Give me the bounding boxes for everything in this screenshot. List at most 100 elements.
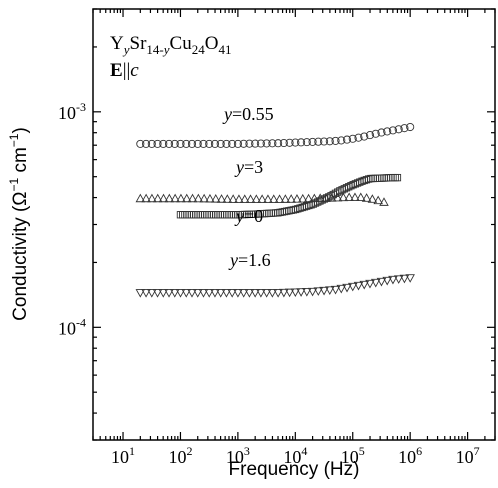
series-labels: y=0.55 y=3 y=0 y=1.6 [222,104,274,270]
data-point [201,211,209,219]
data-point [181,289,192,298]
data-point [170,193,180,203]
data-point [152,289,163,298]
data-point [185,211,193,219]
x-tick-label: 103 [226,444,250,467]
data-point [199,193,209,203]
tick-labels: 101 102 103 104 105 106 107 10-4 10-3 [58,100,480,467]
data-point [400,124,409,133]
data-point [308,137,317,146]
data-point [187,289,197,298]
data-point [365,131,375,140]
data-point [388,126,397,135]
data-point [342,135,352,144]
data-point [199,139,208,148]
data-point [221,289,232,298]
data-point [239,139,248,148]
y-tick-label: 10-3 [58,100,86,123]
x-axis-label: Frequency (Hz) [229,459,360,480]
data-point [314,137,323,146]
data-point [286,194,296,203]
data-point [371,174,379,183]
data-point [207,211,216,219]
data-point [273,289,283,298]
data-point [279,138,288,148]
x-tick-label: 106 [398,444,422,467]
data-point [245,139,254,148]
data-point [262,139,271,148]
data-point [373,174,382,182]
y-tick-label: 10-4 [58,315,86,338]
data-point [292,194,302,203]
data-point [344,192,354,202]
data-point [379,197,389,206]
data-point [141,193,151,203]
data-point [348,134,357,143]
data-point [389,173,397,182]
data-point [370,278,381,288]
data-point [221,211,229,219]
data-point [376,174,384,182]
data-point [302,288,312,297]
data-point [142,139,151,148]
data-point [406,122,415,132]
data-point [176,193,186,203]
x-tick-label: 105 [341,444,365,467]
data-point [337,136,346,145]
data-point [153,139,162,148]
data-point [196,211,205,219]
data-point [164,193,175,203]
data-point [245,194,256,203]
data-point [297,138,306,147]
data-point [176,139,185,148]
data-point [141,289,151,298]
data-point [251,194,262,203]
data-point [325,137,334,146]
data-point [147,289,157,298]
data-point [267,209,275,217]
data-point [170,289,180,298]
data-point [356,192,366,202]
data-point [223,211,231,219]
x-tick-label: 101 [111,444,135,467]
data-point [269,209,278,217]
data-point [147,139,156,148]
data-point [391,173,399,182]
data-point [170,139,179,148]
data-point [181,211,189,219]
data-point [263,194,273,203]
data-point [135,193,146,203]
data-point [227,211,236,219]
data-point [405,274,415,283]
data-point [376,277,387,287]
data-point [313,287,324,296]
data-point [359,280,370,290]
data-point [361,193,372,202]
data-point [380,174,388,182]
data-point [228,194,238,203]
data-point [365,279,375,289]
series-triangle-down [135,274,415,298]
data-point [263,209,271,218]
data-point [338,192,349,202]
data-point [183,211,191,219]
series-square [176,173,402,219]
data-point [307,287,318,297]
data-point [164,289,174,298]
data-point [274,194,285,203]
data-point [222,194,233,203]
data-point [216,194,227,203]
data-point [152,193,163,203]
data-point [285,138,294,147]
data-point [225,211,233,219]
data-point [284,288,295,298]
data-point [176,211,185,219]
data-point [261,289,272,298]
data-point [382,174,391,182]
data-point [378,174,386,182]
data-point [257,194,267,203]
data-point [250,289,260,298]
data-point [205,211,213,219]
axis-ticks [92,8,496,441]
data-point [212,211,220,219]
